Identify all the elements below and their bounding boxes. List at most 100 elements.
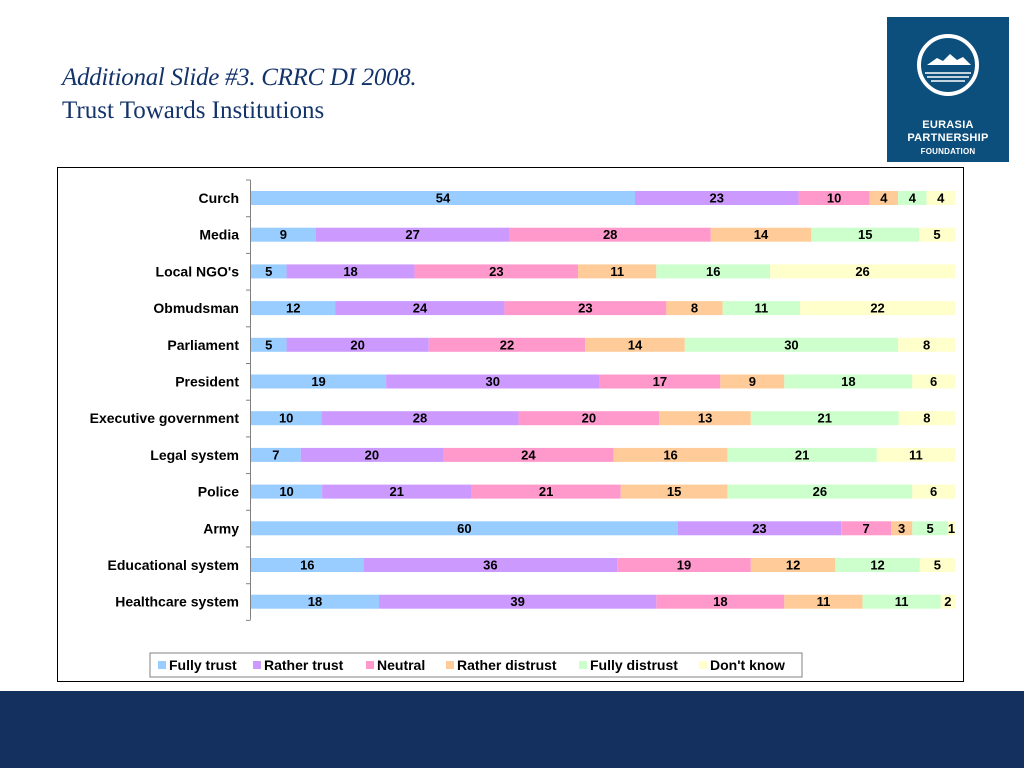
data-label: 4 (937, 191, 945, 206)
bar-segment (251, 191, 635, 205)
bar-segment (363, 558, 618, 572)
bar-segment (335, 301, 505, 316)
bar-segment (750, 558, 836, 572)
eurasia-partnership-logo-icon (917, 34, 979, 96)
bar-segment (947, 521, 955, 536)
data-label: 5 (926, 521, 933, 536)
data-label: 30 (486, 374, 500, 389)
bar-segment (784, 374, 913, 389)
bar-segment (251, 301, 336, 316)
data-label: 21 (390, 484, 404, 499)
category-label: Local NGO's (156, 263, 240, 279)
category-label: Executive government (90, 410, 240, 426)
bar-segment (926, 191, 955, 205)
bar-segment (386, 374, 600, 389)
bar-segment (898, 411, 955, 426)
category-label: Educational system (108, 557, 240, 573)
bar-segment (504, 301, 667, 316)
data-label: 11 (610, 264, 624, 279)
category-label: Police (198, 484, 239, 500)
bar-segment (722, 301, 801, 316)
data-label: 28 (413, 411, 427, 426)
bar-segment (251, 558, 364, 572)
bar-segment (518, 411, 660, 426)
bar-segment (677, 521, 842, 536)
category-label: Army (203, 520, 239, 536)
data-label: 14 (628, 337, 643, 352)
data-label: 16 (706, 264, 720, 279)
eurasia-partnership-logo: EURASIA PARTNERSHIP FOUNDATION (887, 17, 1009, 162)
bar-segment (251, 337, 287, 352)
legend-swatch (699, 661, 707, 669)
category-label: President (175, 374, 239, 390)
bar-segment (912, 374, 955, 389)
bar-segment (891, 521, 913, 536)
data-label: 21 (795, 447, 809, 462)
data-label: 7 (272, 447, 279, 462)
bar-segment (620, 484, 728, 499)
data-label: 15 (667, 484, 681, 499)
data-label: 8 (923, 411, 930, 426)
category-label: Parliament (167, 337, 239, 353)
trust-chart: Curch 54 23 10 4 4 4 Media 9 27 28 14 15 5 Local NGO's… (57, 167, 964, 682)
data-label: 20 (365, 447, 379, 462)
bar-segment (322, 484, 472, 499)
bar-segment (800, 301, 955, 316)
data-label: 21 (818, 411, 832, 426)
data-label: 23 (578, 301, 592, 316)
data-label: 23 (489, 264, 503, 279)
bar-segment (286, 264, 415, 279)
category-label: Obmudsman (153, 300, 239, 316)
bar-segment (727, 447, 877, 462)
data-label: 14 (754, 227, 769, 242)
data-label: 39 (510, 594, 524, 609)
bar-segment (684, 337, 899, 352)
category-label: Healthcare system (115, 594, 239, 610)
bar-segment (251, 411, 322, 426)
data-label: 8 (691, 301, 698, 316)
bar-segment (321, 411, 519, 426)
bar-segment (659, 411, 751, 426)
data-label: 27 (405, 227, 419, 242)
slide-title-line1: Additional Slide #3. CRRC DI 2008. (62, 64, 417, 91)
data-label: 10 (279, 411, 293, 426)
legend-swatch (579, 661, 587, 669)
bar-segment (286, 337, 429, 352)
bar-segment (428, 337, 586, 352)
data-label: 5 (934, 558, 941, 573)
bar-segment (251, 374, 387, 389)
legend-label: Neutral (377, 657, 425, 673)
bar-segment (727, 484, 913, 499)
legend-swatch (158, 661, 166, 669)
bar-segment (798, 191, 870, 205)
logo-name-line1: EURASIA (922, 119, 974, 131)
category-label: Curch (199, 190, 239, 206)
data-label: 5 (265, 264, 272, 279)
bar-segment (379, 594, 657, 609)
data-label: 24 (413, 301, 428, 316)
data-label: 20 (582, 411, 596, 426)
bar-segment (251, 521, 678, 536)
data-label: 12 (286, 301, 300, 316)
bar-segment (251, 594, 379, 609)
slide-title: Additional Slide #3. CRRC DI 2008. Trust… (62, 62, 417, 128)
data-label: 8 (923, 337, 930, 352)
data-label: 19 (677, 558, 691, 573)
bar-segment (471, 484, 621, 499)
slide-title-line2: Trust Towards Institutions (62, 97, 325, 124)
data-label: 2 (944, 594, 951, 609)
bar-segment (898, 191, 927, 205)
data-label: 26 (855, 264, 869, 279)
logo-name-line2: PARTNERSHIP (907, 132, 989, 144)
bar-segment (251, 484, 323, 499)
data-label: 12 (870, 558, 884, 573)
bar-segment (585, 337, 685, 352)
bar-segment (750, 411, 899, 426)
data-label: 30 (784, 337, 798, 352)
bar-segment (656, 594, 785, 609)
data-label: 21 (539, 484, 553, 499)
data-label: 15 (858, 227, 872, 242)
data-label: 7 (862, 521, 869, 536)
data-label: 23 (710, 191, 724, 206)
